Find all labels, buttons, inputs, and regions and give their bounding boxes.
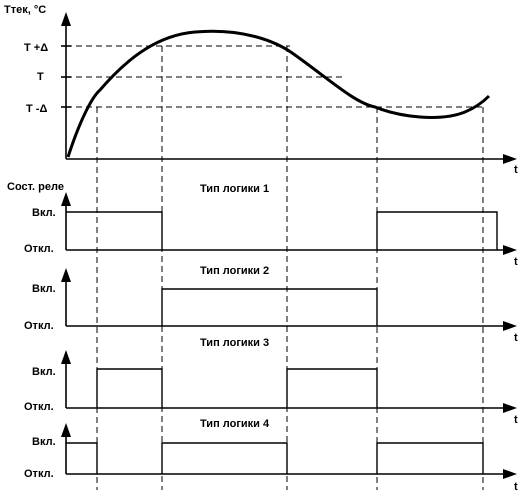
logic4-x-arrow-icon — [503, 469, 517, 479]
logic1-off-label: Откл. — [24, 243, 54, 255]
temperature-chart: Ттек, °С t T +Δ T T -Δ — [4, 4, 518, 176]
logic4-on-label: Вкл. — [32, 436, 56, 448]
logic4-t-label: t — [514, 481, 518, 493]
logic1-signal — [66, 211, 498, 250]
logic1-y-arrow-icon — [61, 192, 71, 206]
logic4-off-label: Откл. — [24, 468, 54, 480]
logic2-y-arrow-icon — [61, 268, 71, 282]
logic-panel-3: Тип логики 3 Вкл. Откл. t — [24, 337, 518, 426]
logic1-on-label: Вкл. — [32, 207, 56, 219]
logic2-x-arrow-icon — [503, 321, 517, 331]
logic4-y-arrow-icon — [61, 423, 71, 437]
logic3-t-label: t — [514, 414, 518, 426]
switching-guides — [96, 46, 484, 490]
temp-y-axis-label: Ттек, °С — [4, 4, 46, 16]
temp-y-arrow-icon — [61, 12, 71, 26]
relay-state-title: Сост. реле — [7, 181, 64, 193]
logic2-on-label: Вкл. — [32, 283, 56, 295]
logic3-signal — [96, 368, 378, 408]
logic1-t-label: t — [514, 256, 518, 268]
logic1-title: Тип логики 1 — [200, 183, 269, 195]
logic3-on-label: Вкл. — [32, 366, 56, 378]
level-label-t-plus-delta: T +Δ — [24, 42, 48, 54]
temp-x-axis-label: t — [514, 164, 518, 176]
level-label-t-minus-delta: T -Δ — [26, 103, 47, 115]
logic2-off-label: Откл. — [24, 320, 54, 332]
logic3-off-label: Откл. — [24, 401, 54, 413]
logic-panel-2: Тип логики 2 Вкл. Откл. t — [24, 265, 518, 344]
logic1-x-arrow-icon — [503, 245, 517, 255]
temperature-curve — [66, 29, 491, 158]
logic3-x-arrow-icon — [503, 403, 517, 413]
logic-panel-4: Тип логики 4 Вкл. Откл. t — [24, 418, 518, 493]
logic2-t-label: t — [514, 332, 518, 344]
logic-panel-1: Тип логики 1 Вкл. Откл. t — [24, 183, 518, 268]
logic2-signal — [161, 288, 378, 326]
logic2-title: Тип логики 2 — [200, 265, 269, 277]
level-label-t: T — [37, 71, 44, 83]
logic3-y-arrow-icon — [61, 350, 71, 364]
temp-x-arrow-icon — [503, 154, 517, 164]
logic3-title: Тип логики 3 — [200, 337, 269, 349]
logic4-signal — [66, 442, 484, 474]
logic4-title: Тип логики 4 — [200, 418, 270, 430]
